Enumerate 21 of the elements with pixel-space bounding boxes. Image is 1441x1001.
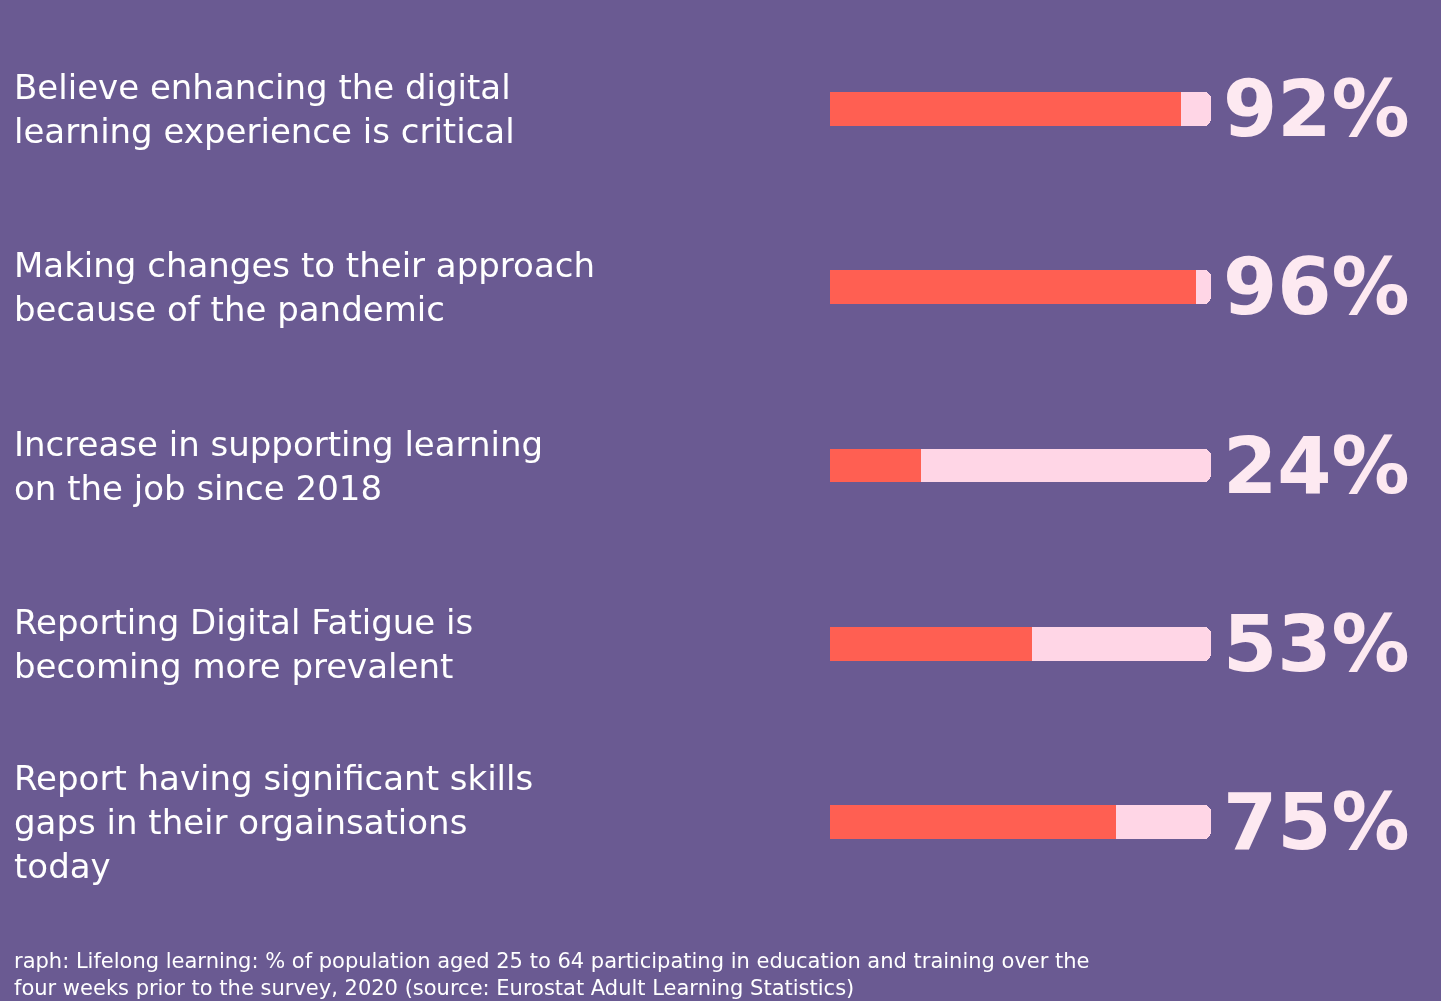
y-tick-label: Believe enhancing the digital learning experience is critical [14,67,515,152]
bar [830,270,1196,304]
y-tick-label: Reporting Digital Fatigue is becoming more prevalent [14,602,474,687]
bar [830,449,921,482]
data-label: 96% [1223,242,1410,332]
data-label: 75% [1223,777,1410,867]
y-tick-label: Making changes to their approach because of the pandemic [14,245,595,330]
y-tick-label: Increase in supporting learning on the job since 2018 [14,424,544,509]
bar [1196,270,1211,304]
bar [1032,627,1211,661]
bar [830,627,1032,661]
data-label: 24% [1223,421,1410,511]
data-label: 92% [1223,64,1410,154]
text: raph: Lifelong learning: % of population aged 25 to 64 participating in education and training over the four weeks prior to the survey, 2020 (source: Eurostat Adult Learning Statistics) [14,949,1090,1001]
data-label: 53% [1223,599,1410,689]
bar [1181,92,1211,126]
y-tick-label: Report having significant skills gaps in their orgainsations today [14,758,534,887]
bar [1116,805,1211,839]
bar [830,92,1181,126]
bar [921,449,1211,482]
bar [830,805,1116,839]
